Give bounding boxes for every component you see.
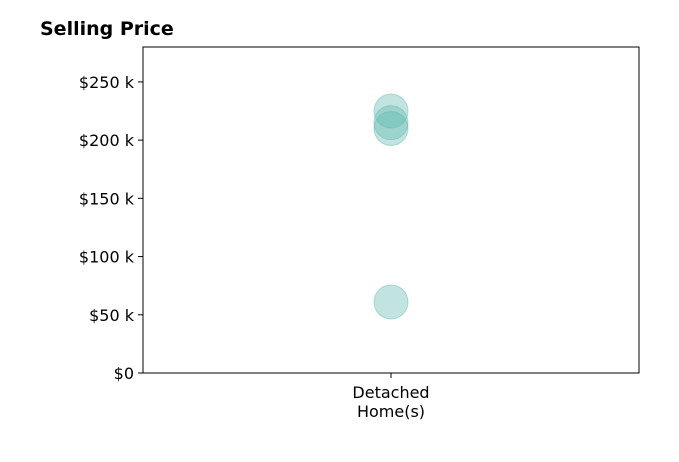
data-point [373, 111, 409, 146]
data-points [373, 93, 409, 320]
y-tick-label: $150 k [79, 189, 135, 208]
y-tick-label: $250 k [79, 73, 135, 92]
y-tick-label: $100 k [79, 248, 135, 267]
y-tick-label: $200 k [79, 131, 135, 150]
y-axis: $0 $50 k $100 k $150 k $200 k $250 k [79, 73, 143, 383]
y-tick-label: $0 [114, 364, 134, 383]
data-point [373, 105, 409, 141]
data-point [373, 284, 409, 320]
data-point [373, 93, 409, 129]
x-tick-label: Home(s) [357, 402, 425, 421]
y-tick-label: $50 k [89, 306, 135, 325]
chart-title: Selling Price [40, 18, 174, 40]
x-tick-label: Detached [352, 383, 429, 402]
